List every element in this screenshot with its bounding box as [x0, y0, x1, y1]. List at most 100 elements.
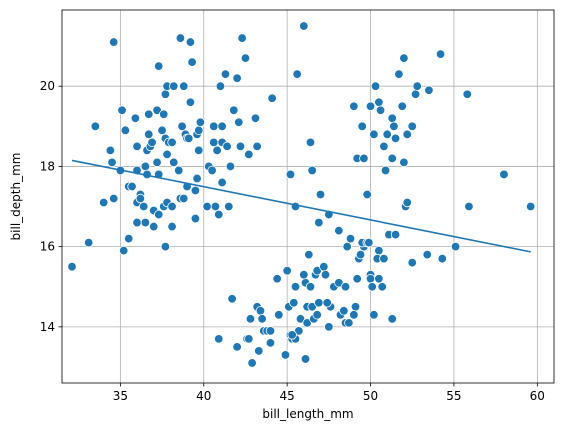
- data-point: [362, 189, 372, 200]
- data-point: [144, 109, 154, 119]
- data-point: [210, 201, 221, 212]
- data-point: [227, 294, 237, 304]
- data-point: [369, 129, 379, 140]
- data-point: [194, 145, 204, 156]
- data-point: [370, 81, 381, 91]
- data-point: [245, 314, 256, 324]
- data-point: [229, 105, 239, 115]
- data-point: [217, 121, 227, 132]
- data-point: [314, 217, 324, 228]
- data-point: [344, 318, 354, 328]
- data-point: [410, 89, 421, 99]
- data-point: [462, 89, 472, 99]
- data-point: [140, 161, 151, 172]
- scatter-points: [67, 21, 536, 368]
- y-axis-label: bill_depth_mm: [9, 153, 23, 241]
- data-point: [357, 121, 367, 132]
- data-point: [212, 145, 222, 156]
- data-point: [359, 153, 369, 164]
- data-point: [144, 129, 154, 140]
- data-point: [342, 241, 352, 252]
- data-point: [83, 237, 94, 248]
- data-point: [232, 342, 242, 352]
- data-point: [127, 181, 137, 192]
- data-point: [390, 133, 401, 144]
- data-point: [319, 261, 329, 272]
- data-point: [407, 121, 417, 132]
- data-point: [109, 193, 119, 204]
- data-point: [369, 310, 379, 320]
- data-point: [169, 81, 179, 91]
- data-point: [255, 306, 266, 316]
- x-tick-label: 50: [363, 389, 378, 403]
- data-point: [192, 173, 202, 184]
- data-point: [159, 109, 169, 119]
- data-point: [117, 105, 127, 115]
- data-point: [387, 113, 397, 123]
- data-point: [154, 209, 164, 220]
- data-point: [424, 85, 434, 95]
- data-point: [90, 121, 101, 132]
- data-point: [185, 37, 196, 47]
- data-point: [132, 141, 142, 152]
- y-tick-label: 14: [40, 320, 55, 334]
- data-point: [257, 314, 267, 324]
- data-point: [499, 169, 509, 180]
- data-point: [167, 137, 177, 148]
- data-point: [149, 221, 159, 232]
- data-point: [190, 185, 201, 196]
- data-point: [98, 197, 109, 208]
- data-point: [377, 282, 387, 292]
- data-point: [280, 350, 291, 360]
- data-point: [119, 245, 129, 256]
- data-point: [174, 165, 184, 176]
- regression-line: [71, 159, 531, 253]
- data-point: [152, 157, 162, 168]
- data-point: [287, 330, 297, 340]
- data-point: [402, 129, 412, 140]
- data-point: [312, 310, 322, 320]
- data-point: [124, 233, 134, 244]
- data-point: [355, 249, 366, 260]
- data-point: [379, 141, 389, 152]
- data-point: [387, 153, 397, 164]
- data-point: [435, 49, 446, 59]
- data-point: [364, 237, 374, 248]
- data-point: [237, 33, 247, 43]
- data-point: [374, 97, 384, 107]
- data-point: [365, 274, 376, 284]
- data-point: [177, 121, 187, 132]
- data-point: [232, 73, 242, 83]
- data-point: [285, 169, 296, 180]
- data-point: [157, 125, 167, 136]
- data-point: [320, 270, 331, 280]
- data-point: [140, 217, 151, 228]
- data-point: [247, 358, 257, 368]
- data-point: [324, 322, 334, 332]
- data-point: [374, 274, 384, 284]
- data-point: [349, 310, 359, 320]
- data-point: [382, 129, 392, 140]
- data-point: [292, 69, 302, 79]
- data-point: [314, 298, 324, 308]
- data-point: [340, 282, 351, 292]
- data-point: [244, 334, 254, 344]
- x-axis-label: bill_length_mm: [262, 407, 353, 421]
- data-point: [214, 209, 224, 220]
- data-point: [207, 165, 217, 176]
- y-axis-ticks: 14 16 18 20: [40, 79, 62, 334]
- data-point: [234, 117, 244, 128]
- data-point: [350, 302, 361, 312]
- data-point: [267, 93, 277, 103]
- data-point: [154, 61, 164, 71]
- x-tick-label: 45: [280, 389, 295, 403]
- data-point: [185, 97, 196, 107]
- data-point: [132, 217, 142, 228]
- data-point: [290, 282, 301, 292]
- data-point: [252, 141, 262, 152]
- data-point: [387, 314, 397, 324]
- data-point: [394, 69, 404, 79]
- data-point: [215, 81, 226, 91]
- data-point: [222, 141, 232, 152]
